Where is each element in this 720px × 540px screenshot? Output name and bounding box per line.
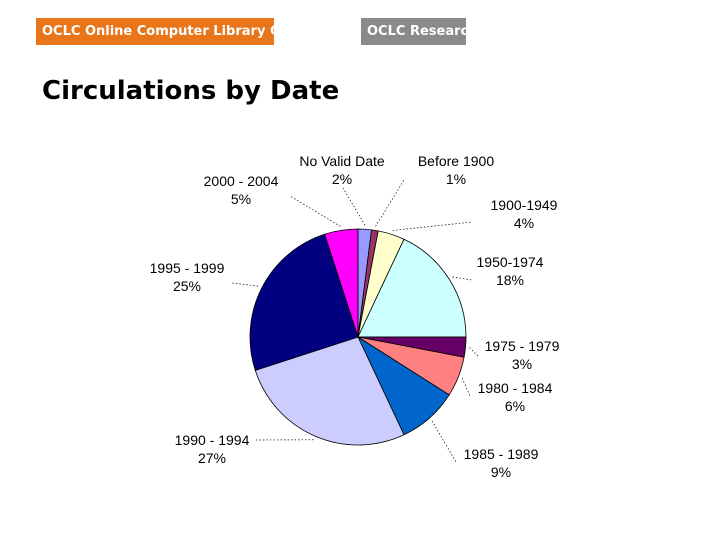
slice-value-label: 4%	[514, 215, 534, 231]
slice-value-label: 27%	[198, 450, 226, 466]
slice-label: 2000 - 2004	[204, 173, 279, 189]
oclc-logo: OCLC Online Computer Library Center	[36, 18, 319, 45]
slice-label: 1980 - 1984	[478, 380, 553, 396]
slice-label: 1950-1974	[477, 254, 544, 270]
page-title: Circulations by Date	[42, 76, 340, 106]
slice-value-label: 3%	[512, 356, 532, 372]
leader-line	[375, 179, 405, 227]
slice-value-label: 2%	[332, 171, 352, 187]
slice-label: 1900-1949	[491, 197, 558, 213]
slice-value-label: 9%	[491, 464, 511, 480]
leader-line	[431, 420, 457, 463]
pie-slice	[254, 336, 405, 446]
leader-line	[231, 282, 259, 287]
slice-value-label: 18%	[496, 272, 524, 288]
slice-value-label: 25%	[173, 278, 201, 294]
pie-slice	[249, 233, 359, 371]
slice-label: 1975 - 1979	[485, 338, 560, 354]
leader-line	[289, 195, 341, 227]
slice-label: 1995 - 1999	[150, 260, 225, 276]
leader-line	[452, 276, 473, 281]
slice-value-label: 1%	[446, 171, 466, 187]
slice-label: No Valid Date	[299, 153, 385, 169]
slice-label: 1990 - 1994	[175, 432, 250, 448]
pie-slice	[324, 228, 359, 338]
oclc-research-logo: OCLC Research	[361, 18, 477, 45]
slice-value-label: 6%	[505, 398, 525, 414]
leader-line	[342, 187, 366, 226]
slice-label: 1985 - 1989	[464, 446, 539, 462]
leader-line	[392, 221, 473, 231]
leader-line	[461, 378, 471, 397]
slice-value-label: 5%	[231, 191, 251, 207]
leader-line	[469, 347, 479, 357]
slice-label: Before 1900	[418, 153, 494, 169]
pie-slice	[357, 238, 467, 338]
